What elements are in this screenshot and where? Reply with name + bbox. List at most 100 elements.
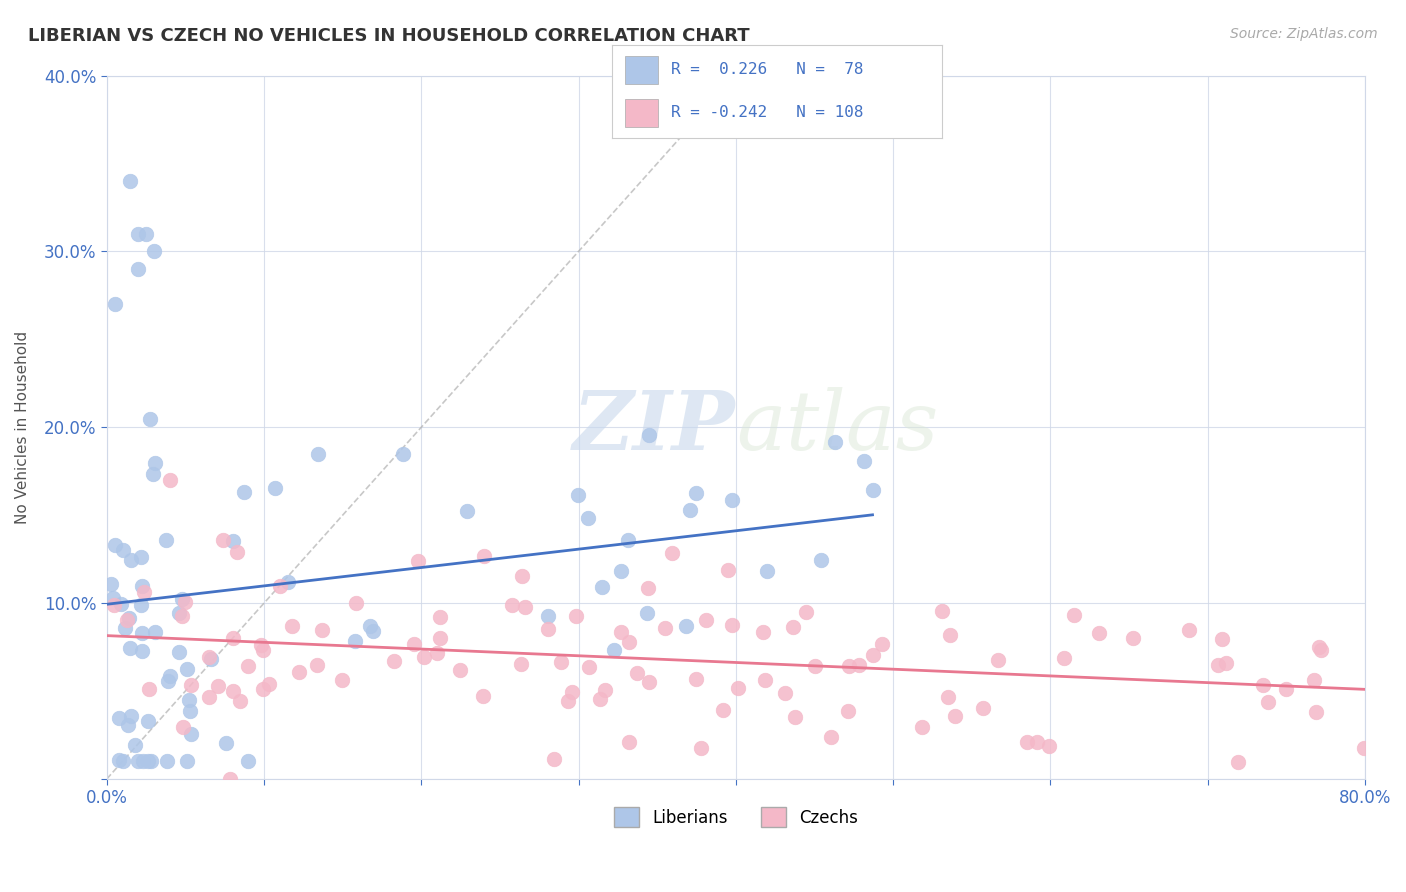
Point [155,755,177,769]
Point [177,693,200,707]
Point [543,752,565,766]
Point [911,721,934,735]
Point [236,755,259,769]
Point [754,673,776,688]
Point [727,681,749,696]
Point [721,493,744,508]
Point [576,511,599,525]
Point [610,564,633,578]
Point [654,621,676,635]
Point [721,618,744,632]
Point [1303,673,1326,687]
Point [626,665,648,680]
Point [143,456,166,470]
Point [207,679,229,693]
Point [1208,657,1230,672]
Point [862,648,884,662]
Point [222,534,245,549]
Text: R = -0.242   N = 108: R = -0.242 N = 108 [671,105,863,120]
Point [131,626,153,640]
Point [406,554,429,568]
Point [824,434,846,449]
Point [307,447,329,461]
Point [167,606,190,620]
Point [756,564,779,578]
Point [108,753,131,767]
Point [131,550,153,565]
Point [170,608,193,623]
Point [174,594,197,608]
Point [180,678,202,692]
Point [159,473,181,487]
Point [155,533,177,548]
Point [1025,735,1047,749]
Point [931,604,953,618]
Point [169,645,191,659]
Point [263,481,285,495]
Point [820,730,842,744]
Point [120,174,142,188]
Bar [624,99,658,127]
Point [1063,607,1085,622]
Text: R =  0.226   N =  78: R = 0.226 N = 78 [671,62,863,78]
Point [1215,656,1237,670]
Point [837,704,859,718]
Point [404,637,426,651]
Point [1353,740,1375,755]
Point [215,736,238,750]
Point [236,659,259,673]
Point [560,685,582,699]
Point [515,599,537,614]
Text: ZIP: ZIP [574,387,735,467]
Text: Source: ZipAtlas.com: Source: ZipAtlas.com [1230,27,1378,41]
Point [471,689,494,703]
Point [602,643,624,657]
Point [222,684,245,698]
Point [101,591,124,606]
Point [136,755,159,769]
Point [685,673,707,687]
Point [537,622,560,636]
Text: atlas: atlas [735,387,938,467]
Point [143,244,166,259]
Point [111,543,134,558]
Point [617,533,640,547]
Point [619,735,641,749]
Point [143,624,166,639]
Point [103,598,125,612]
Point [120,708,142,723]
Point [176,662,198,676]
Point [1257,695,1279,709]
Point [252,643,274,657]
Point [159,669,181,683]
Point [862,483,884,497]
Point [180,727,202,741]
Point [685,485,707,500]
Point [136,714,159,728]
Point [550,656,572,670]
Point [557,694,579,708]
Point [117,717,139,731]
Point [1052,650,1074,665]
Point [138,411,160,425]
Point [131,755,153,769]
Point [943,709,966,723]
Point [1087,626,1109,640]
Bar [624,56,658,84]
Point [311,624,333,638]
Point [257,677,280,691]
Point [103,538,125,552]
Point [139,755,162,769]
Point [783,709,806,723]
Point [382,654,405,668]
Point [794,605,817,619]
Point [138,681,160,696]
Point [124,739,146,753]
Point [120,553,142,567]
Point [212,533,235,548]
Y-axis label: No Vehicles in Household: No Vehicles in Household [15,331,30,524]
Point [1305,705,1327,719]
Point [510,568,533,582]
Point [129,598,152,612]
Point [363,624,385,639]
